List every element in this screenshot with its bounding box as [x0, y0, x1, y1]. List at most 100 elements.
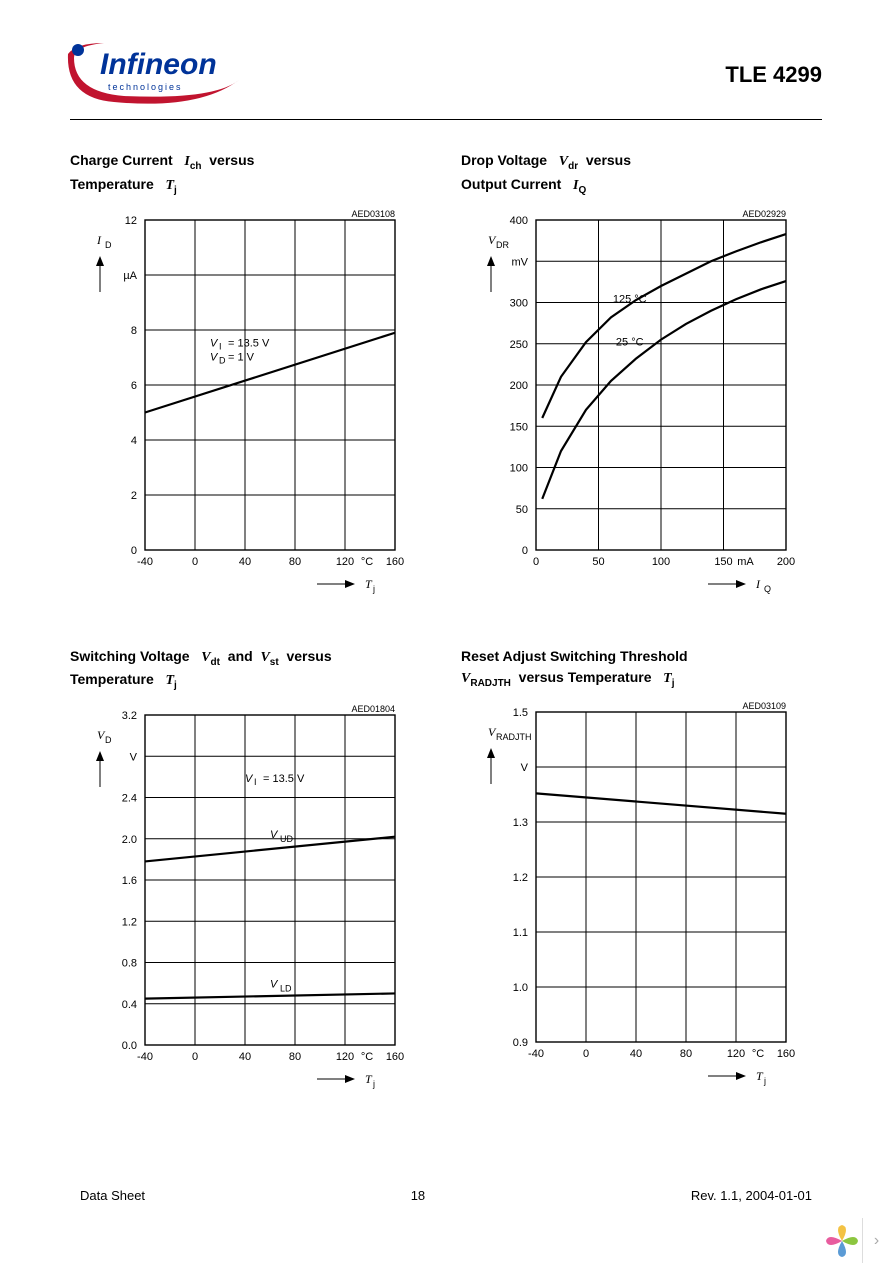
svg-text:Q: Q — [764, 584, 771, 594]
chart-4: Reset Adjust Switching ThresholdVRADJTH … — [461, 646, 811, 1102]
svg-text:0: 0 — [192, 1051, 198, 1063]
svg-text:LD: LD — [280, 984, 292, 994]
svg-text:V: V — [210, 351, 219, 363]
svg-text:40: 40 — [239, 1051, 251, 1063]
svg-text:-40: -40 — [528, 1048, 544, 1060]
chart-2-svg: 050100mA150200050100150200250300mV400VDR… — [461, 206, 811, 606]
footer-left: Data Sheet — [80, 1188, 145, 1203]
svg-text:UD: UD — [280, 834, 293, 844]
svg-text:0: 0 — [533, 556, 539, 568]
svg-text:I: I — [755, 577, 761, 591]
svg-text:0.0: 0.0 — [122, 1040, 137, 1052]
svg-text:j: j — [763, 1076, 766, 1086]
svg-text:-40: -40 — [137, 1051, 153, 1063]
svg-text:1.5: 1.5 — [513, 707, 528, 719]
svg-text:80: 80 — [289, 556, 301, 568]
svg-text:120: 120 — [336, 556, 354, 568]
svg-text:I: I — [96, 233, 102, 247]
svg-text:D: D — [105, 240, 112, 250]
svg-text:AED03108: AED03108 — [351, 209, 395, 219]
svg-text:8: 8 — [131, 325, 137, 337]
page-footer: Data Sheet 18 Rev. 1.1, 2004-01-01 — [80, 1188, 812, 1203]
product-name: TLE 4299 — [725, 62, 822, 88]
svg-text:2.0: 2.0 — [122, 834, 137, 846]
svg-text:1.2: 1.2 — [513, 872, 528, 884]
svg-text:4: 4 — [131, 435, 137, 447]
svg-text:120: 120 — [336, 1051, 354, 1063]
chart-3: Switching Voltage Vdt and Vst versusTemp… — [70, 646, 420, 1102]
footer-right: Rev. 1.1, 2004-01-01 — [691, 1188, 812, 1203]
svg-text:150: 150 — [714, 556, 732, 568]
svg-text:100: 100 — [510, 462, 528, 474]
svg-text:T: T — [365, 1072, 373, 1086]
chart-3-svg: -4004080°C1201600.00.40.81.21.62.02.4V3.… — [70, 701, 420, 1101]
chart-1: Charge Current Ich versusTemperature Tj … — [70, 150, 420, 606]
svg-text:°C: °C — [361, 556, 373, 568]
svg-text:25 °C: 25 °C — [616, 336, 644, 348]
svg-text:6: 6 — [131, 380, 137, 392]
svg-text:125 °C: 125 °C — [613, 293, 647, 305]
svg-text:I: I — [219, 341, 222, 351]
svg-text:D: D — [219, 355, 226, 365]
svg-text:mA: mA — [737, 556, 754, 568]
chart-4-title: Reset Adjust Switching ThresholdVRADJTH … — [461, 646, 811, 691]
svg-text:= 13.5 V: = 13.5 V — [228, 337, 270, 349]
svg-text:AED03109: AED03109 — [742, 701, 786, 711]
svg-text:1.1: 1.1 — [513, 927, 528, 939]
svg-text:160: 160 — [386, 1051, 404, 1063]
svg-text:0: 0 — [583, 1048, 589, 1060]
svg-text:j: j — [372, 1079, 375, 1089]
svg-text:V: V — [270, 979, 279, 991]
svg-text:300: 300 — [510, 297, 528, 309]
svg-text:2: 2 — [131, 490, 137, 502]
viewer-logo-icon — [822, 1221, 862, 1261]
svg-text:µA: µA — [123, 270, 137, 282]
svg-text:RADJTH: RADJTH — [496, 732, 532, 742]
chart-2-title: Drop Voltage Vdr versusOutput Current IQ — [461, 150, 811, 198]
svg-text:0.4: 0.4 — [122, 999, 137, 1011]
svg-text:= 13.5 V: = 13.5 V — [263, 773, 305, 785]
svg-text:120: 120 — [727, 1048, 745, 1060]
svg-text:1.3: 1.3 — [513, 817, 528, 829]
page-header: Infineon technologies TLE 4299 — [70, 40, 822, 120]
viewer-corner-widget: › — [822, 1218, 892, 1263]
svg-text:AED02929: AED02929 — [742, 209, 786, 219]
svg-text:0.9: 0.9 — [513, 1037, 528, 1049]
svg-text:T: T — [365, 577, 373, 591]
svg-text:150: 150 — [510, 421, 528, 433]
svg-text:0: 0 — [192, 556, 198, 568]
svg-text:80: 80 — [680, 1048, 692, 1060]
svg-text:mV: mV — [512, 256, 529, 268]
svg-text:°C: °C — [752, 1048, 764, 1060]
svg-text:= 1 V: = 1 V — [228, 351, 255, 363]
svg-text:3.2: 3.2 — [122, 710, 137, 722]
logo-text: Infineon — [100, 48, 217, 82]
footer-center: 18 — [411, 1188, 425, 1203]
charts-grid: Charge Current Ich versusTemperature Tj … — [70, 150, 822, 1101]
svg-text:0: 0 — [522, 545, 528, 557]
svg-text:1.2: 1.2 — [122, 916, 137, 928]
svg-text:100: 100 — [652, 556, 670, 568]
svg-text:-40: -40 — [137, 556, 153, 568]
svg-text:50: 50 — [592, 556, 604, 568]
chart-2: Drop Voltage Vdr versusOutput Current IQ… — [461, 150, 811, 606]
svg-text:40: 40 — [630, 1048, 642, 1060]
svg-text:40: 40 — [239, 556, 251, 568]
svg-text:160: 160 — [777, 1048, 795, 1060]
svg-text:200: 200 — [777, 556, 795, 568]
svg-text:DR: DR — [496, 240, 509, 250]
svg-text:I: I — [254, 777, 257, 787]
svg-text:T: T — [756, 1069, 764, 1083]
svg-text:V: V — [245, 773, 254, 785]
svg-text:V: V — [521, 762, 529, 774]
chart-4-svg: -4004080°C1201600.91.01.11.21.3V1.5VRADJ… — [461, 698, 811, 1098]
svg-text:j: j — [372, 584, 375, 594]
svg-text:AED01804: AED01804 — [351, 704, 395, 714]
svg-text:2.4: 2.4 — [122, 793, 137, 805]
svg-text:V: V — [130, 751, 138, 763]
svg-text:80: 80 — [289, 1051, 301, 1063]
svg-text:°C: °C — [361, 1051, 373, 1063]
svg-text:50: 50 — [516, 503, 528, 515]
next-page-button[interactable]: › — [862, 1218, 890, 1263]
logo-subtext: technologies — [108, 82, 183, 92]
